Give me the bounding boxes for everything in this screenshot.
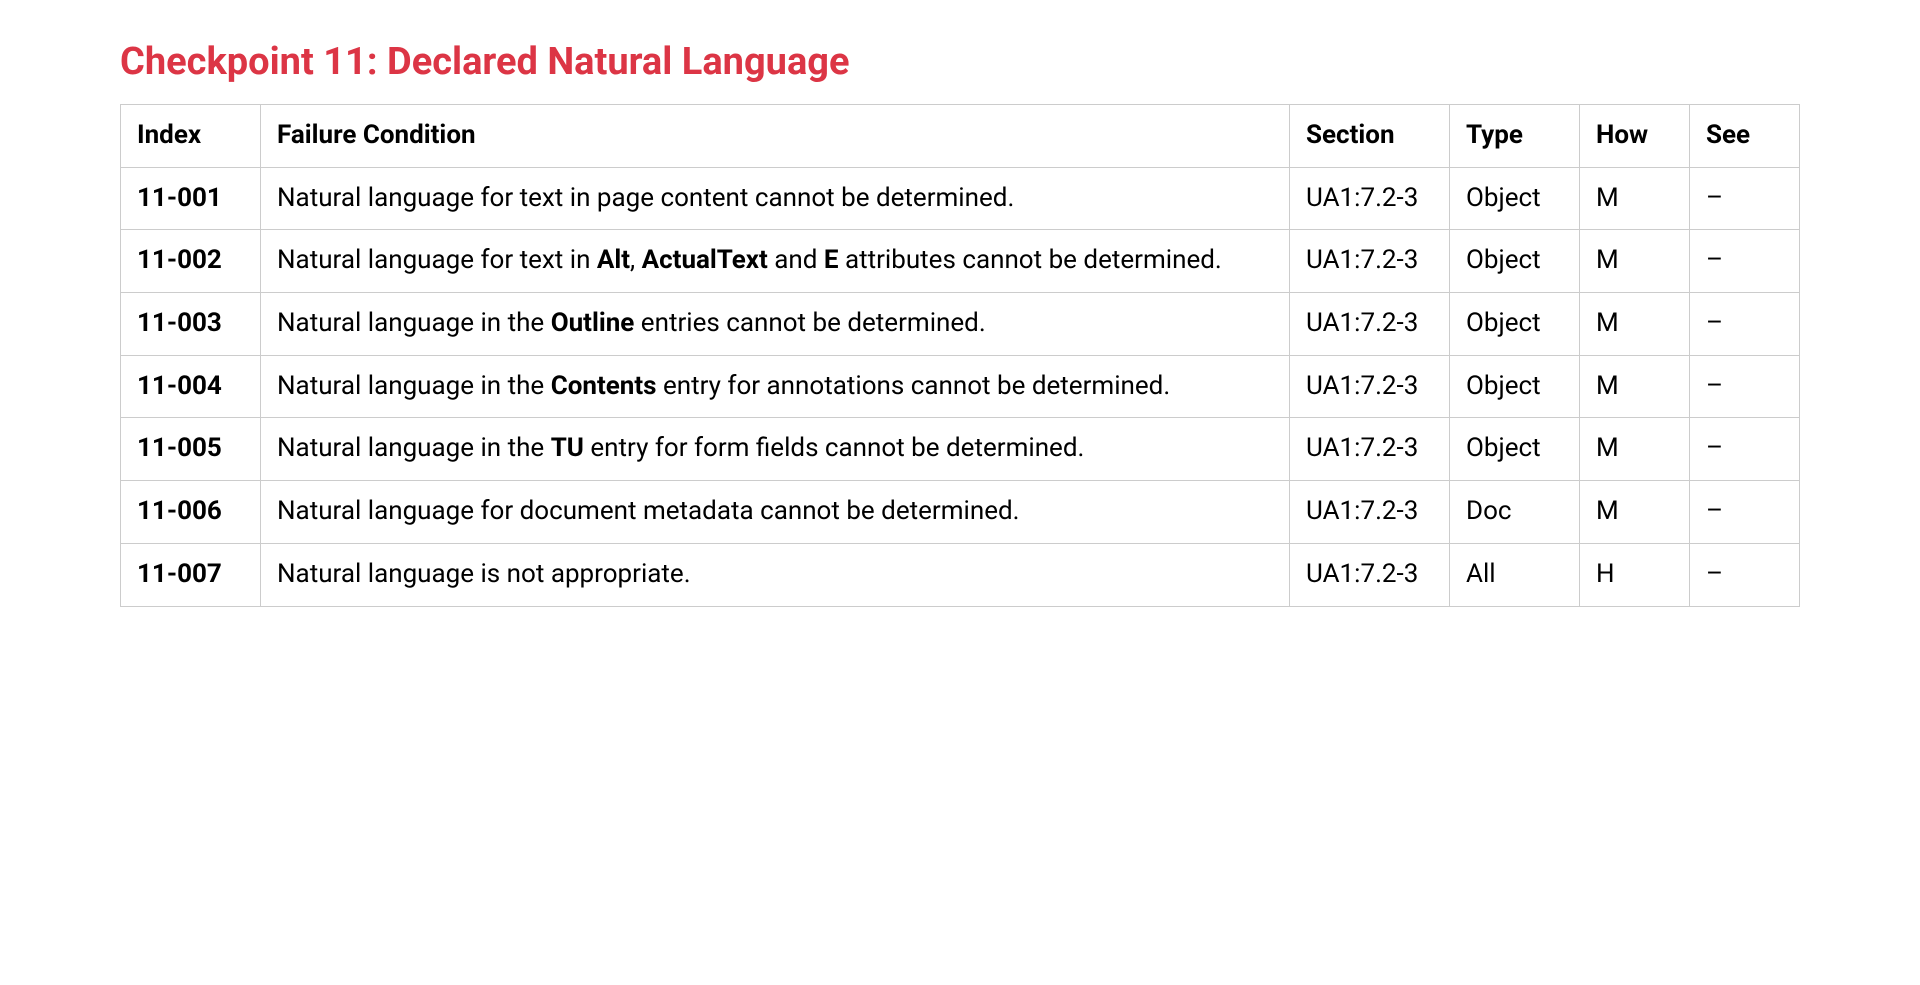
cell-failure-condition: Natural language is not appropriate. — [261, 543, 1290, 606]
cell-type: Object — [1450, 230, 1580, 293]
cell-section: UA1:7.2-3 — [1290, 230, 1450, 293]
cell-how: M — [1580, 481, 1690, 544]
cell-index: 11-001 — [121, 167, 261, 230]
cell-section: UA1:7.2-3 — [1290, 355, 1450, 418]
checkpoint-table: Index Failure Condition Section Type How… — [120, 104, 1800, 607]
table-row: 11-007Natural language is not appropriat… — [121, 543, 1800, 606]
table-row: 11-002Natural language for text in Alt, … — [121, 230, 1800, 293]
cell-type: Object — [1450, 355, 1580, 418]
cell-section: UA1:7.2-3 — [1290, 293, 1450, 356]
checkpoint-heading: Checkpoint 11: Declared Natural Language — [120, 40, 1800, 84]
cell-type: Object — [1450, 167, 1580, 230]
cell-how: M — [1580, 418, 1690, 481]
cell-see: – — [1690, 543, 1800, 606]
cell-see: – — [1690, 230, 1800, 293]
table-body: 11-001Natural language for text in page … — [121, 167, 1800, 606]
cell-index: 11-003 — [121, 293, 261, 356]
cell-failure-condition: Natural language in the Contents entry f… — [261, 355, 1290, 418]
col-header-type: Type — [1450, 105, 1580, 168]
cell-see: – — [1690, 481, 1800, 544]
cell-index: 11-005 — [121, 418, 261, 481]
cell-how: M — [1580, 230, 1690, 293]
table-row: 11-001Natural language for text in page … — [121, 167, 1800, 230]
table-header-row: Index Failure Condition Section Type How… — [121, 105, 1800, 168]
cell-section: UA1:7.2-3 — [1290, 167, 1450, 230]
cell-index: 11-002 — [121, 230, 261, 293]
table-row: 11-003Natural language in the Outline en… — [121, 293, 1800, 356]
cell-how: M — [1580, 167, 1690, 230]
cell-type: Doc — [1450, 481, 1580, 544]
cell-see: – — [1690, 167, 1800, 230]
cell-section: UA1:7.2-3 — [1290, 418, 1450, 481]
col-header-how: How — [1580, 105, 1690, 168]
cell-see: – — [1690, 418, 1800, 481]
table-row: 11-006Natural language for document meta… — [121, 481, 1800, 544]
cell-how: M — [1580, 293, 1690, 356]
cell-type: Object — [1450, 418, 1580, 481]
cell-section: UA1:7.2-3 — [1290, 543, 1450, 606]
cell-failure-condition: Natural language for text in page conten… — [261, 167, 1290, 230]
cell-see: – — [1690, 355, 1800, 418]
cell-failure-condition: Natural language for text in Alt, Actual… — [261, 230, 1290, 293]
cell-see: – — [1690, 293, 1800, 356]
col-header-see: See — [1690, 105, 1800, 168]
cell-how: H — [1580, 543, 1690, 606]
cell-failure-condition: Natural language for document metadata c… — [261, 481, 1290, 544]
cell-type: All — [1450, 543, 1580, 606]
table-row: 11-005Natural language in the TU entry f… — [121, 418, 1800, 481]
cell-failure-condition: Natural language in the TU entry for for… — [261, 418, 1290, 481]
cell-type: Object — [1450, 293, 1580, 356]
cell-index: 11-006 — [121, 481, 261, 544]
table-row: 11-004Natural language in the Contents e… — [121, 355, 1800, 418]
cell-how: M — [1580, 355, 1690, 418]
cell-index: 11-007 — [121, 543, 261, 606]
cell-section: UA1:7.2-3 — [1290, 481, 1450, 544]
cell-index: 11-004 — [121, 355, 261, 418]
col-header-index: Index — [121, 105, 261, 168]
col-header-failure: Failure Condition — [261, 105, 1290, 168]
col-header-section: Section — [1290, 105, 1450, 168]
cell-failure-condition: Natural language in the Outline entries … — [261, 293, 1290, 356]
